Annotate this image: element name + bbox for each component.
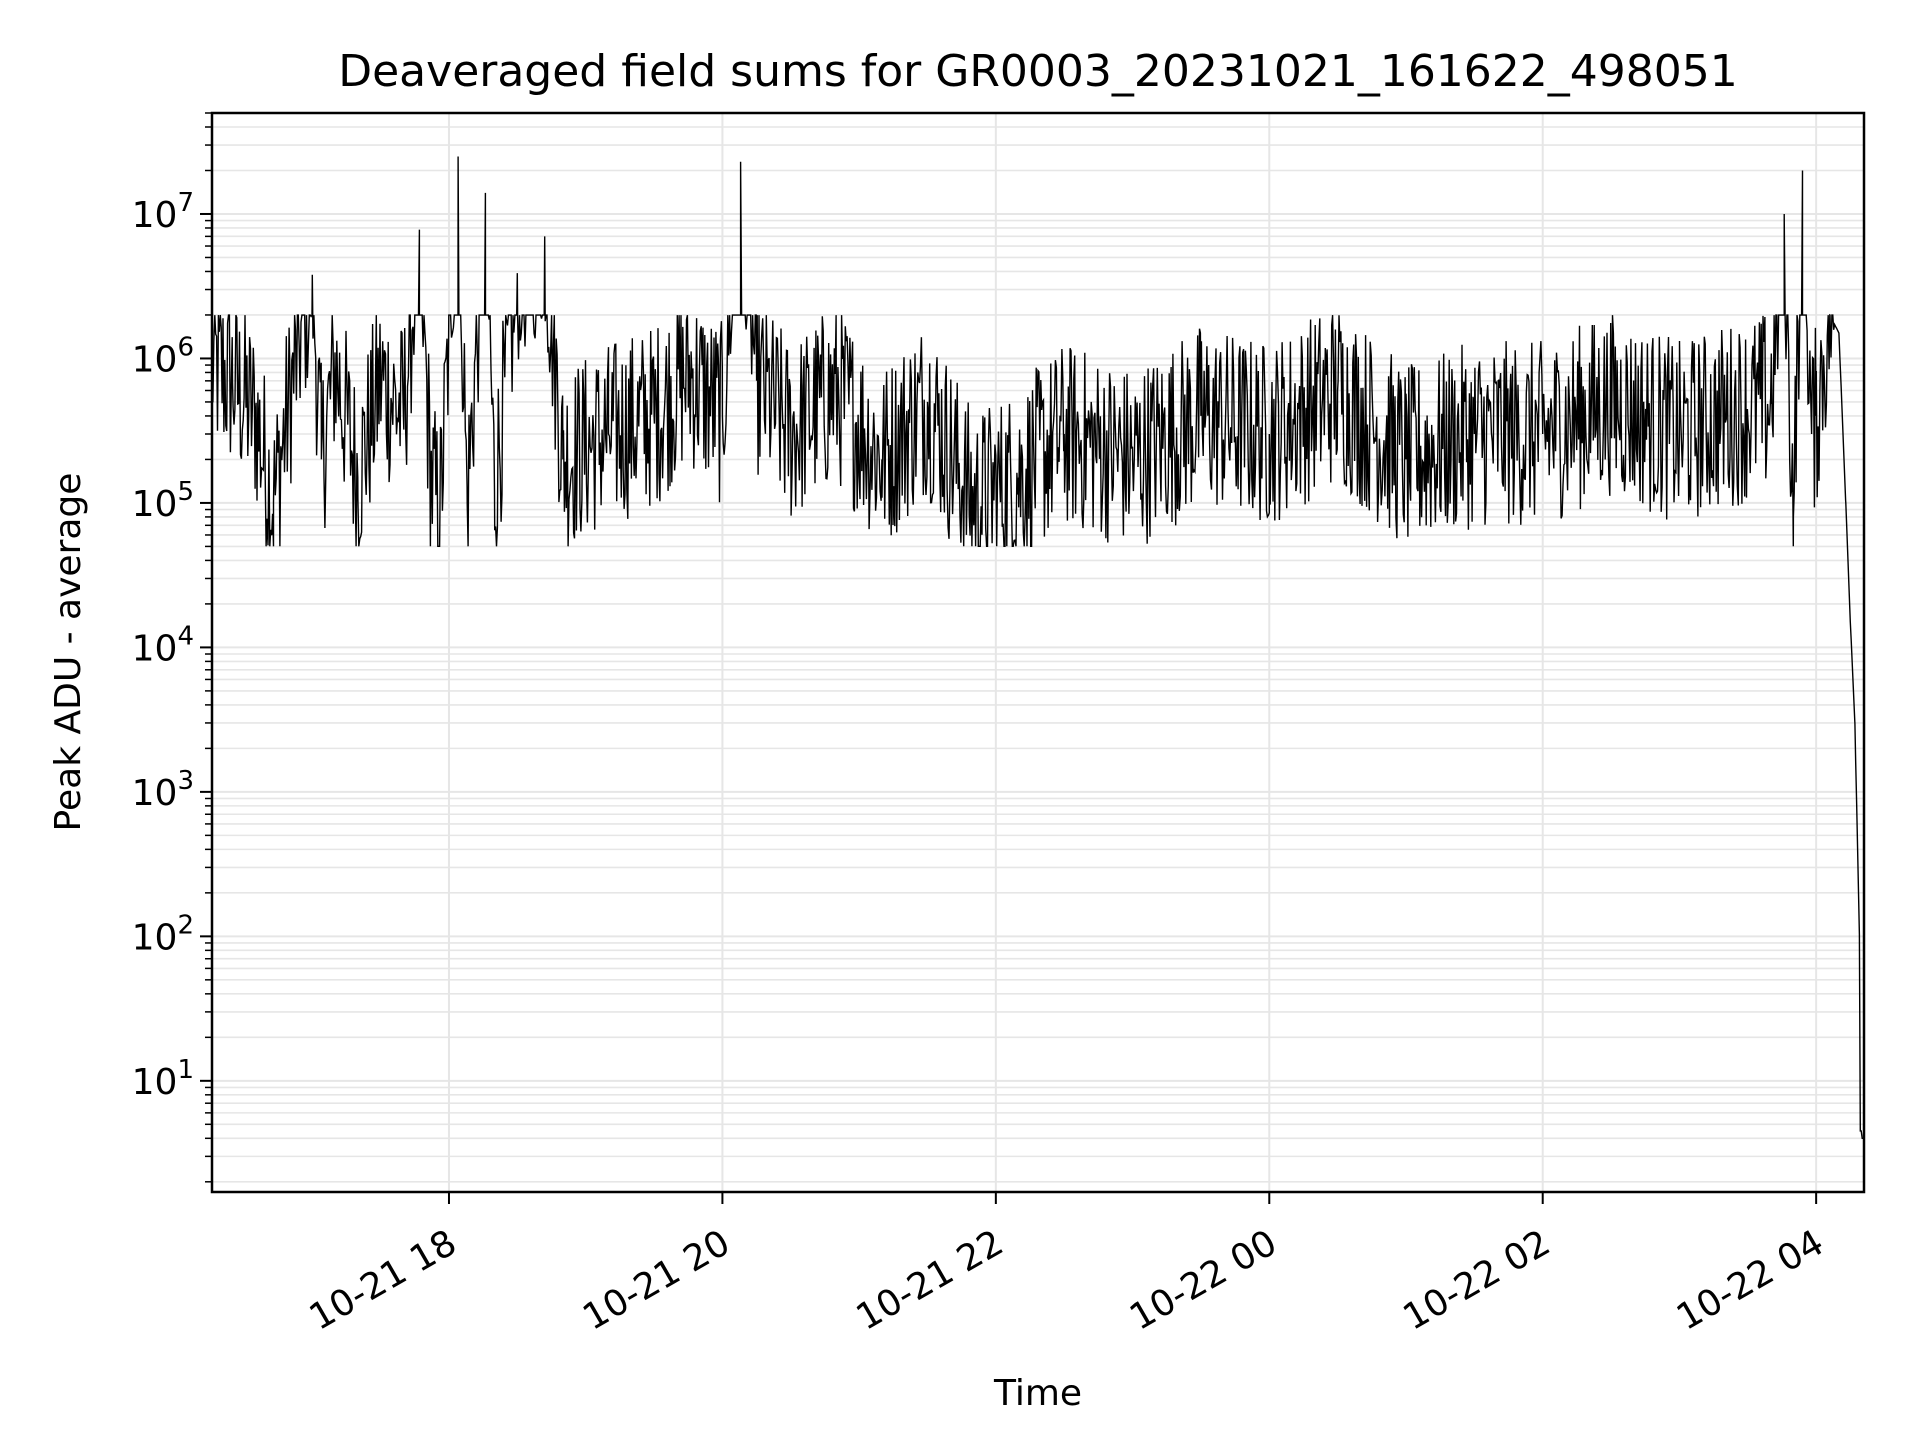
y-axis: 101 102 103 104 105 106 107: [132, 112, 212, 1183]
y-tick-label: 106: [132, 332, 194, 380]
x-axis-label: Time: [993, 1373, 1082, 1414]
y-tick-label: 104: [132, 621, 194, 669]
y-tick-label: 107: [132, 188, 194, 236]
y-tick-label: 101: [132, 1055, 194, 1103]
y-tick-label: 103: [132, 766, 194, 814]
y-tick-label: 102: [132, 910, 194, 958]
chart-title: Deaveraged field sums for GR0003_2023102…: [338, 46, 1738, 97]
y-tick-label: 105: [132, 477, 194, 525]
plot-area-frame: [210, 111, 1866, 1194]
y-axis-label: Peak ADU - average: [48, 473, 89, 832]
series-line: [211, 156, 1864, 1139]
